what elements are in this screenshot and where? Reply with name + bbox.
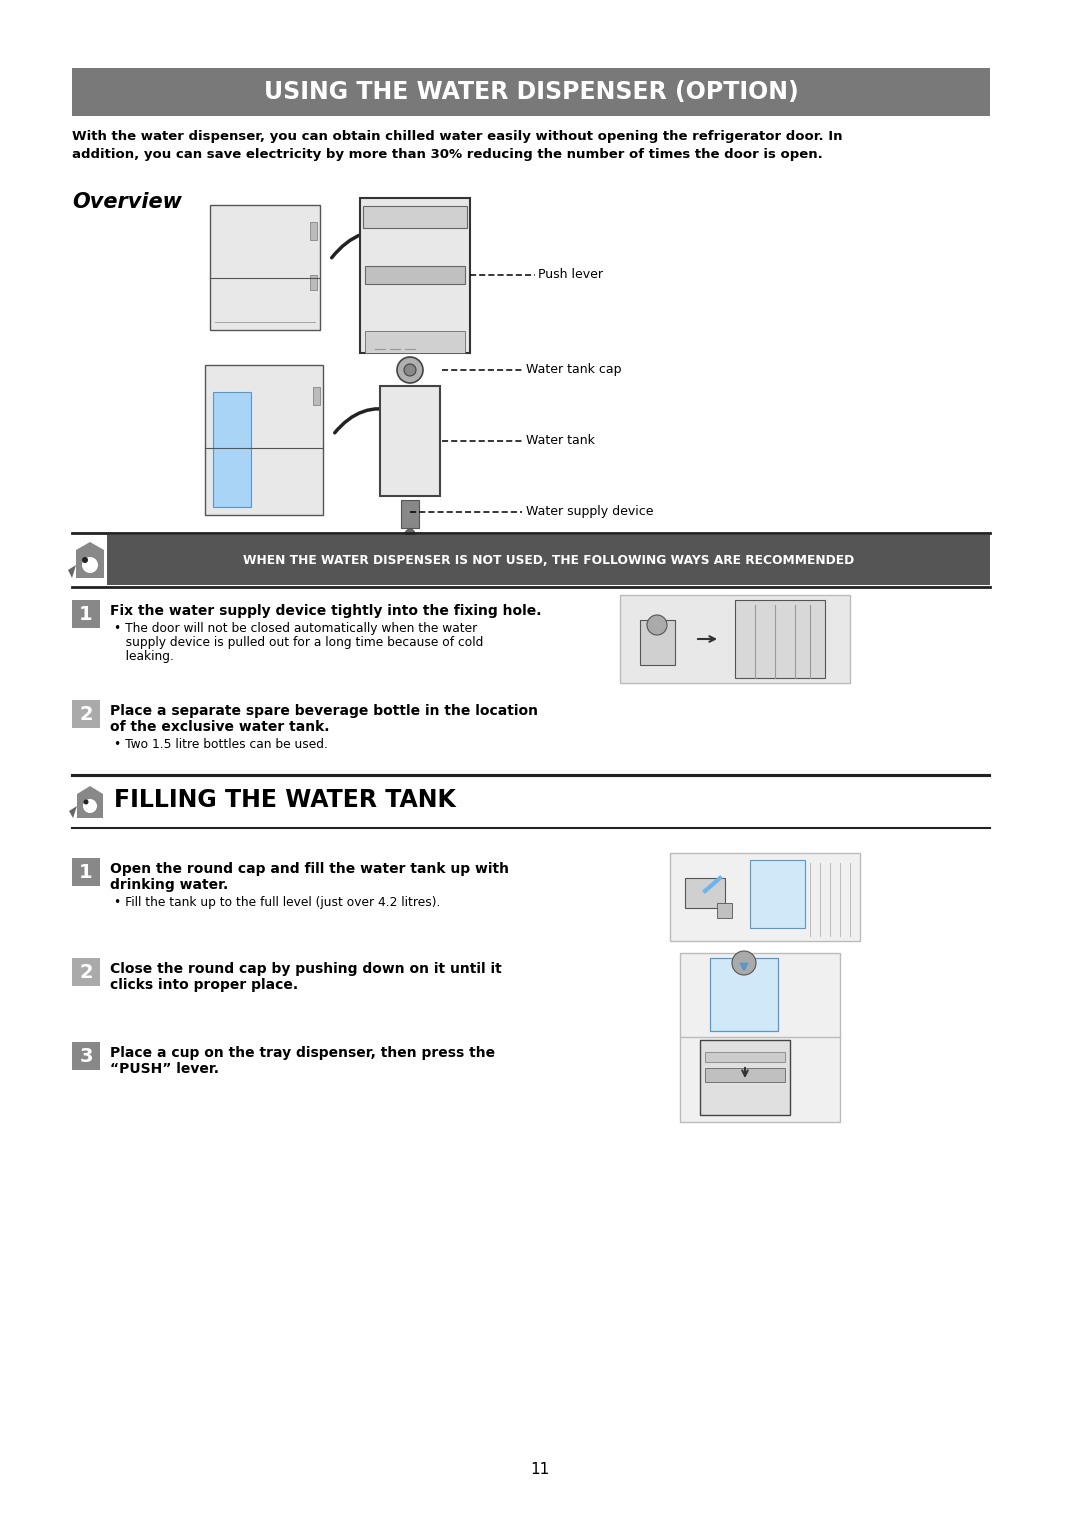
Text: 2: 2 (79, 963, 93, 981)
Bar (705, 1051, 785, 1062)
Bar (205, 365, 323, 515)
Circle shape (732, 950, 756, 975)
Bar (213, 393, 251, 507)
Bar (680, 1038, 840, 1122)
Polygon shape (77, 785, 103, 817)
Bar (380, 387, 440, 497)
Text: • The door will not be closed automatically when the water: • The door will not be closed automatica… (114, 622, 477, 636)
Text: clicks into proper place.: clicks into proper place. (110, 978, 298, 992)
Text: supply device is pulled out for a long time because of cold: supply device is pulled out for a long t… (114, 636, 484, 649)
Bar (705, 1068, 785, 1082)
Text: • Two 1.5 litre bottles can be used.: • Two 1.5 litre bottles can be used. (114, 738, 328, 750)
Bar (365, 266, 465, 284)
Circle shape (83, 799, 97, 813)
Bar (750, 860, 805, 927)
Text: 11: 11 (530, 1462, 550, 1478)
Bar (700, 1041, 789, 1115)
Text: Water supply device: Water supply device (526, 506, 653, 518)
Text: Push lever: Push lever (538, 269, 603, 281)
Text: Close the round cap by pushing down on it until it: Close the round cap by pushing down on i… (110, 963, 502, 976)
Circle shape (82, 558, 98, 573)
Circle shape (404, 364, 416, 376)
Text: 3: 3 (79, 1047, 93, 1065)
Text: With the water dispenser, you can obtain chilled water easily without opening th: With the water dispenser, you can obtain… (72, 130, 842, 144)
Polygon shape (69, 805, 77, 817)
Bar (210, 205, 320, 330)
Bar (640, 620, 675, 665)
Bar (360, 199, 470, 353)
Text: drinking water.: drinking water. (110, 879, 228, 892)
Bar (72, 700, 100, 727)
Bar (670, 853, 860, 941)
Text: USING THE WATER DISPENSER (OPTION): USING THE WATER DISPENSER (OPTION) (264, 79, 798, 104)
Bar (72, 958, 100, 986)
FancyArrowPatch shape (335, 405, 396, 432)
Text: Water tank: Water tank (526, 434, 595, 448)
Circle shape (647, 614, 667, 636)
Circle shape (405, 529, 415, 539)
Bar (72, 69, 990, 116)
Text: • Fill the tank up to the full level (just over 4.2 litres).: • Fill the tank up to the full level (ju… (114, 895, 441, 909)
Bar (710, 958, 778, 1031)
Bar (620, 594, 850, 683)
Text: Open the round cap and fill the water tank up with: Open the round cap and fill the water ta… (110, 862, 509, 876)
Polygon shape (76, 542, 104, 578)
Bar (680, 953, 840, 1038)
Polygon shape (68, 565, 76, 578)
Text: 2: 2 (79, 704, 93, 723)
Text: “PUSH” lever.: “PUSH” lever. (110, 1062, 219, 1076)
Text: 1: 1 (79, 862, 93, 882)
Bar (107, 535, 990, 585)
Circle shape (82, 558, 87, 562)
Text: Place a cup on the tray dispenser, then press the: Place a cup on the tray dispenser, then … (110, 1047, 495, 1060)
Bar (685, 879, 725, 908)
Text: 1: 1 (79, 605, 93, 623)
Bar (72, 1042, 100, 1070)
Bar (363, 206, 467, 228)
Bar (735, 601, 825, 678)
Bar (401, 500, 419, 529)
Circle shape (83, 799, 89, 805)
Text: Water tank cap: Water tank cap (526, 364, 621, 376)
Text: FILLING THE WATER TANK: FILLING THE WATER TANK (114, 788, 456, 811)
Bar (310, 275, 318, 290)
FancyArrowPatch shape (332, 228, 399, 258)
Bar (313, 387, 320, 405)
Text: leaking.: leaking. (114, 649, 174, 663)
Bar (72, 601, 100, 628)
Text: of the exclusive water tank.: of the exclusive water tank. (110, 720, 329, 733)
Text: Overview: Overview (72, 193, 181, 212)
Bar (365, 332, 465, 353)
Circle shape (397, 358, 423, 384)
Text: Place a separate spare beverage bottle in the location: Place a separate spare beverage bottle i… (110, 704, 538, 718)
Text: addition, you can save electricity by more than 30% reducing the number of times: addition, you can save electricity by mo… (72, 148, 823, 160)
Text: Fix the water supply device tightly into the fixing hole.: Fix the water supply device tightly into… (110, 604, 541, 617)
Bar (310, 222, 318, 240)
Bar (717, 903, 732, 918)
Text: WHEN THE WATER DISPENSER IS NOT USED, THE FOLLOWING WAYS ARE RECOMMENDED: WHEN THE WATER DISPENSER IS NOT USED, TH… (243, 553, 854, 567)
Bar (72, 859, 100, 886)
